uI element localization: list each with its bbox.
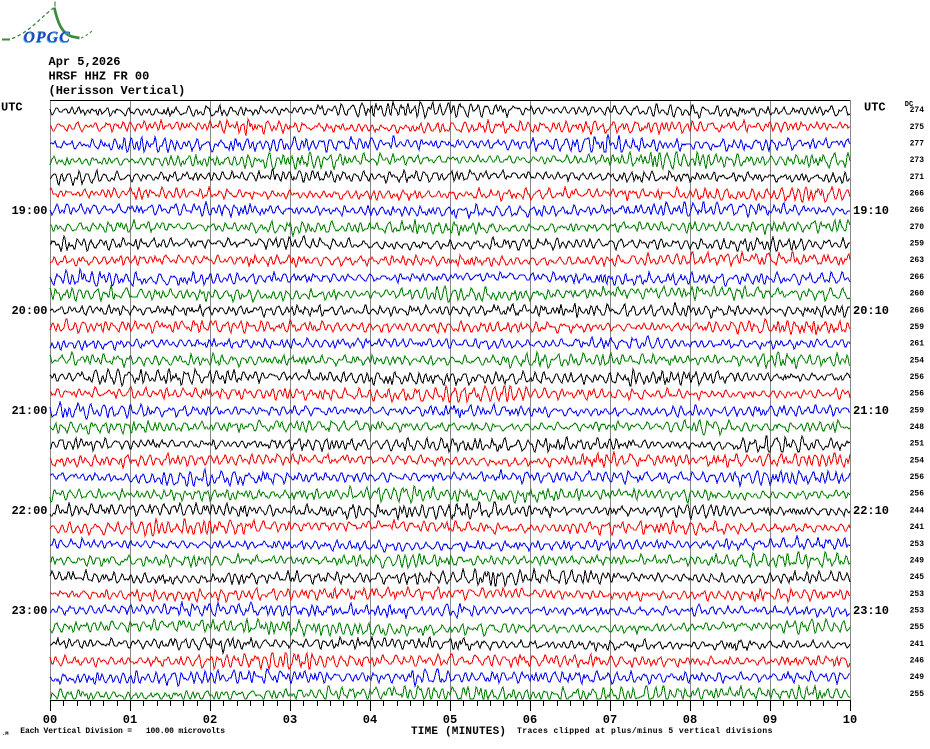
svg-text:254: 254 <box>910 456 925 465</box>
svg-text:253: 253 <box>910 540 925 549</box>
svg-text:246: 246 <box>910 657 925 666</box>
svg-text:06: 06 <box>523 713 537 727</box>
svg-text:256: 256 <box>910 473 925 482</box>
svg-text:263: 263 <box>910 256 925 265</box>
svg-text:261: 261 <box>910 340 925 349</box>
svg-text:253: 253 <box>910 607 925 616</box>
svg-text:10: 10 <box>843 713 857 727</box>
svg-text:271: 271 <box>910 173 925 182</box>
svg-text:255: 255 <box>910 623 925 632</box>
svg-text:266: 266 <box>910 206 925 215</box>
svg-text:20:10: 20:10 <box>853 304 889 318</box>
svg-text:20:00: 20:00 <box>11 304 47 318</box>
svg-text:259: 259 <box>910 323 925 332</box>
svg-text:256: 256 <box>910 490 925 499</box>
svg-text:08: 08 <box>683 713 697 727</box>
svg-text:23:00: 23:00 <box>11 604 47 618</box>
svg-text:259: 259 <box>910 240 925 249</box>
svg-text:HRSF HHZ FR 00: HRSF HHZ FR 00 <box>49 70 150 84</box>
svg-text:274: 274 <box>910 106 925 115</box>
svg-text:244: 244 <box>910 506 925 515</box>
svg-text:19:10: 19:10 <box>853 204 889 218</box>
svg-text:03: 03 <box>283 713 297 727</box>
svg-text:259: 259 <box>910 406 925 415</box>
svg-text:07: 07 <box>603 713 617 727</box>
svg-text:22:10: 22:10 <box>853 504 889 518</box>
svg-text:00: 00 <box>43 713 57 727</box>
svg-text:241: 241 <box>910 523 925 532</box>
svg-text:277: 277 <box>910 140 925 149</box>
svg-text:04: 04 <box>363 713 377 727</box>
svg-text:245: 245 <box>910 573 925 582</box>
svg-text:256: 256 <box>910 373 925 382</box>
svg-text:266: 266 <box>910 273 925 282</box>
svg-text:01: 01 <box>123 713 137 727</box>
svg-text:254: 254 <box>910 356 925 365</box>
svg-text:273: 273 <box>910 156 925 165</box>
svg-text:251: 251 <box>910 440 925 449</box>
svg-text:275: 275 <box>910 123 925 132</box>
svg-text:260: 260 <box>910 290 925 299</box>
svg-text:OPGC: OPGC <box>23 30 71 47</box>
svg-text:270: 270 <box>910 223 925 232</box>
svg-text:05: 05 <box>443 713 457 727</box>
svg-text:256: 256 <box>910 390 925 399</box>
svg-text:.M: .M <box>2 730 9 737</box>
svg-text:OPGC: OPGC <box>24 29 72 46</box>
svg-text:09: 09 <box>763 713 777 727</box>
svg-text:TIME (MINUTES): TIME (MINUTES) <box>411 726 506 738</box>
svg-text:DC: DC <box>905 101 913 109</box>
svg-text:Apr 5,2026: Apr 5,2026 <box>49 55 121 69</box>
svg-text:Traces clipped at plus/minus 5: Traces clipped at plus/minus 5 vertical … <box>517 727 773 736</box>
svg-text:22:00: 22:00 <box>11 504 47 518</box>
svg-text:Each Vertical Division = 100: Each Vertical Division = 100.00 microvol… <box>20 727 225 736</box>
svg-text:(Herisson Vertical): (Herisson Vertical) <box>49 84 186 98</box>
svg-text:19:00: 19:00 <box>11 204 47 218</box>
svg-text:02: 02 <box>203 713 217 727</box>
svg-text:266: 266 <box>910 306 925 315</box>
svg-text:253: 253 <box>910 590 925 599</box>
svg-text:UTC: UTC <box>864 101 886 115</box>
svg-text:21:10: 21:10 <box>853 404 889 418</box>
svg-text:UTC: UTC <box>1 101 23 115</box>
svg-text:266: 266 <box>910 190 925 199</box>
svg-text:23:10: 23:10 <box>853 604 889 618</box>
svg-text:21:00: 21:00 <box>11 404 47 418</box>
svg-text:255: 255 <box>910 690 925 699</box>
svg-text:249: 249 <box>910 557 925 566</box>
svg-text:248: 248 <box>910 423 925 432</box>
svg-text:241: 241 <box>910 640 925 649</box>
svg-text:249: 249 <box>910 673 925 682</box>
